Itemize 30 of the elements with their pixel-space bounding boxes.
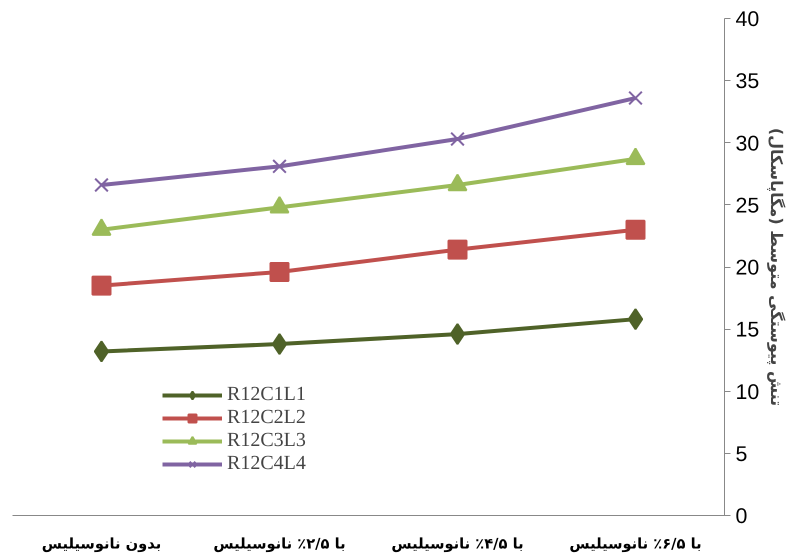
x-tick-label: بدون نانوسیلیس [42,536,162,552]
y-tick-label: 35 [736,69,760,94]
y-tick-label: 5 [736,442,748,466]
x-tick-label: با ۴/۵٪ نانوسیلیس [391,536,524,552]
y-axis-title: تنش پیوستگی متوسط (مگاپاسکال) [767,128,786,406]
y-tick-label: 40 [736,7,760,31]
point [448,240,468,260]
point [94,178,109,192]
point [626,220,646,240]
y-tick-label: 10 [736,380,760,404]
x-tick-label: با ۲/۵٪ نانوسیلیس [213,536,346,552]
y-tick-label: 30 [736,131,760,156]
point [628,308,644,330]
y-tick-label: 25 [736,193,760,218]
y-tick-label: 20 [736,256,760,280]
point [270,262,290,282]
legend-label: R12C2L2 [227,406,306,429]
point [450,132,465,146]
x-tick-label: با ۶/۵٪ نانوسیلیس [569,536,702,552]
point [272,333,288,356]
point [272,158,287,174]
point [628,90,643,106]
legend-label: R12C1L1 [227,383,306,406]
y-tick-label: 15 [736,318,760,342]
point [94,340,110,362]
y-tick-label: 0 [736,504,748,528]
point [450,323,466,346]
point [92,276,112,296]
legend-label: R12C3L3 [227,429,306,452]
legend-label: R12C4L4 [227,452,306,475]
